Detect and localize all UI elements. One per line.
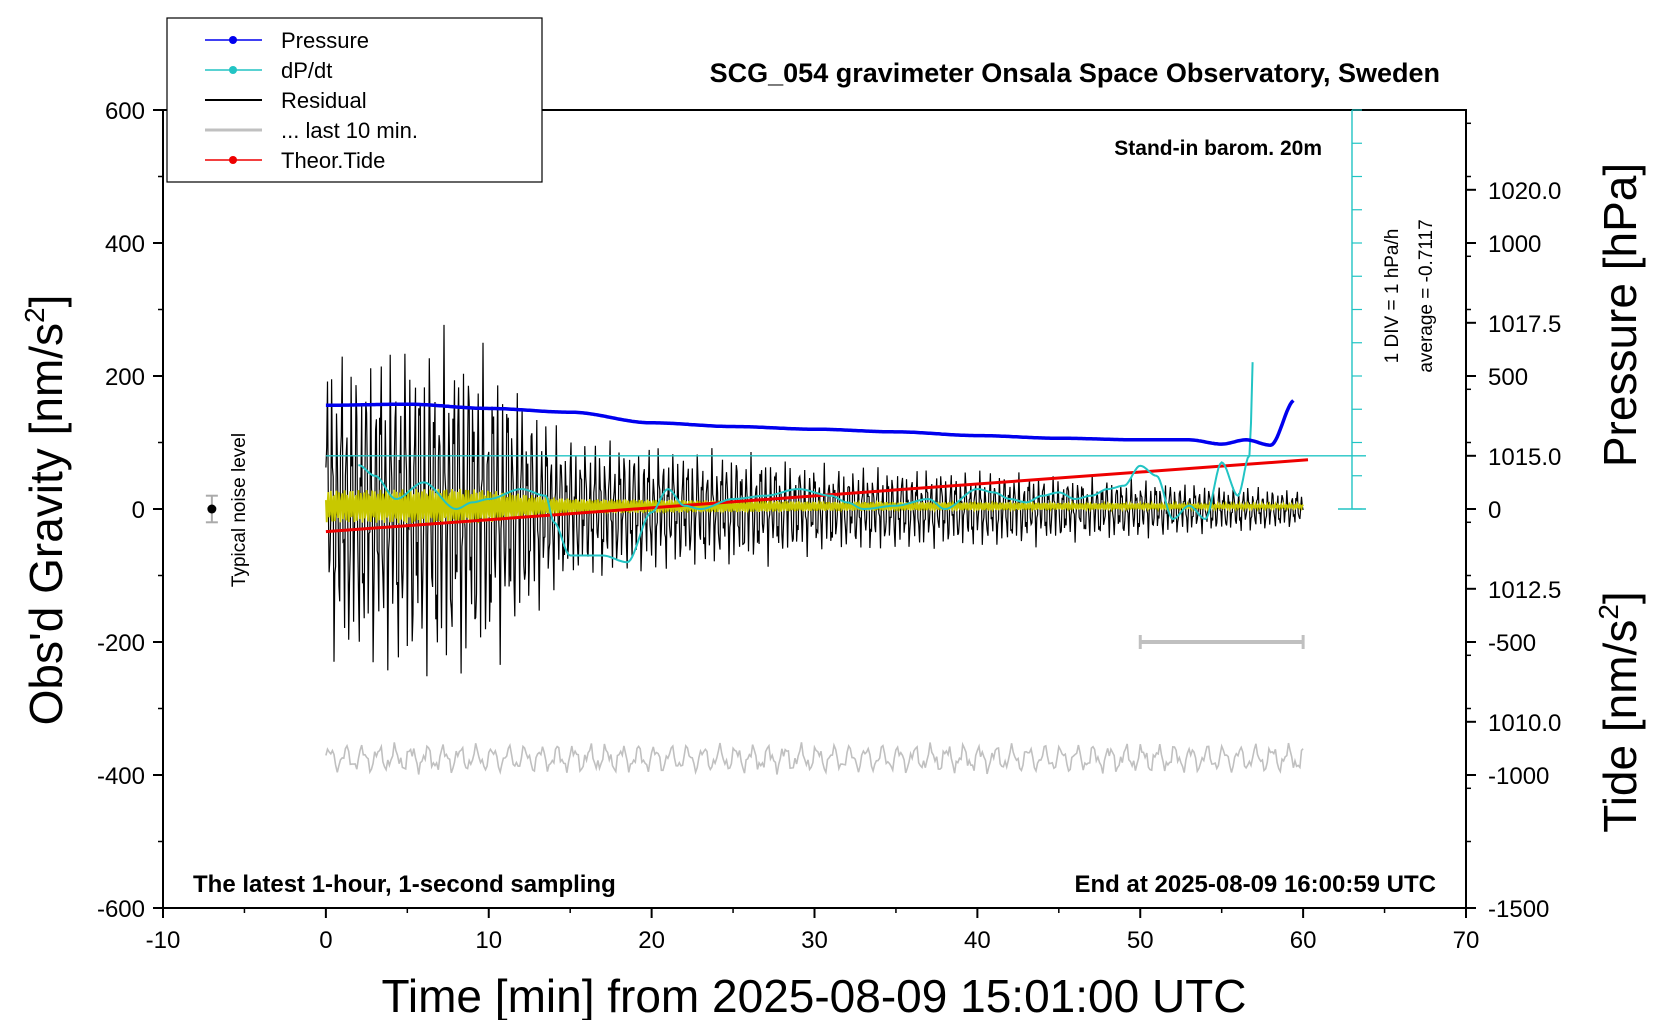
x-axis-label: Time [min] from 2025-08-09 15:01:00 UTC	[382, 970, 1247, 1020]
tide-tick-label: -1500	[1488, 896, 1549, 923]
y-axis-label-tide-text: Tide [nm/s	[1594, 620, 1646, 833]
legend-marker-tide	[229, 156, 237, 164]
legend-item-tide: Theor.Tide	[205, 148, 385, 173]
average-note: average = -0.7117	[1416, 219, 1437, 372]
tide-tick-label: -1000	[1488, 763, 1549, 790]
x-tick-label: 20	[638, 927, 665, 954]
tide-tick-label: 0	[1488, 497, 1501, 524]
x-tick-label: 40	[964, 927, 991, 954]
y-tick-label-left: 0	[132, 497, 145, 524]
pressure-tick-label: 1015.0	[1488, 444, 1561, 471]
legend-label-pressure: Pressure	[281, 28, 369, 53]
barometer-note: Stand-in barom. 20m	[1114, 137, 1322, 160]
x-tick-label: 10	[475, 927, 502, 954]
tide-tick-label: 1000	[1488, 231, 1541, 258]
y-tick-label-left: -600	[97, 896, 145, 923]
legend-label-tide: Theor.Tide	[281, 148, 385, 173]
last-10-min-trace	[325, 741, 1304, 776]
legend-marker-pressure	[229, 36, 237, 44]
div-note: 1 DIV = 1 hPa/h	[1382, 229, 1403, 364]
axis-ticks: -10 0 10 20 30 40 50 60 70 600 400 200 0 -200 -400 -600…	[97, 98, 1561, 954]
y-axis-label-left: Obs'd Gravity [nm/s2]	[19, 295, 72, 726]
tide-line	[325, 458, 1309, 534]
x-tick-label: 50	[1127, 927, 1154, 954]
legend-item-last10: ... last 10 min.	[205, 118, 418, 143]
tide-series	[325, 458, 1309, 534]
y-axis-label-tide: Tide [nm/s2]	[1593, 591, 1646, 832]
pressure-tick-label: 1010.0	[1488, 710, 1561, 737]
x-tick-label: 0	[319, 927, 332, 954]
pressure-tick-label: 1012.5	[1488, 577, 1561, 604]
legend-item-pressure: Pressure	[205, 28, 369, 53]
pressure-series	[325, 399, 1295, 447]
tide-tick-label: -500	[1488, 630, 1536, 657]
residual-smoothed-line	[325, 488, 1304, 524]
y-tick-label-left: 200	[105, 364, 145, 391]
dpdt-line	[358, 362, 1254, 564]
legend-item-dpdt: dP/dt	[205, 58, 332, 83]
y-tick-label-left: 600	[105, 98, 145, 125]
pressure-line	[325, 399, 1295, 447]
end-time-note: End at 2025-08-09 16:00:59 UTC	[1075, 871, 1437, 898]
residual-series	[325, 324, 1304, 677]
y-axis-label-left-text: Obs'd Gravity [nm/s	[20, 323, 72, 725]
noise-note: Typical noise level	[229, 433, 250, 587]
legend-label-dpdt: dP/dt	[281, 58, 332, 83]
legend-label-residual: Residual	[281, 88, 367, 113]
residual-line	[325, 324, 1304, 677]
y-axis-label-left-sup: 2	[19, 307, 50, 323]
dpdt-series	[358, 362, 1254, 564]
legend: Pressure dP/dt Residual ... last 10 min.…	[166, 17, 543, 183]
y-axis-label-left-end: ]	[20, 295, 72, 308]
noise-dot	[207, 504, 217, 514]
sampling-note: The latest 1-hour, 1-second sampling	[193, 871, 616, 898]
x-tick-label: 30	[801, 927, 828, 954]
last-10-min-series	[325, 635, 1305, 776]
y-axis-label-tide-sup: 2	[1593, 604, 1624, 620]
x-tick-label: 70	[1453, 927, 1480, 954]
y-axis-label-pressure: Pressure [hPa]	[1594, 163, 1646, 467]
noise-level-marker	[205, 494, 218, 524]
x-tick-label: -10	[146, 927, 181, 954]
pressure-tick-label: 1017.5	[1488, 311, 1561, 338]
legend-label-last10: ... last 10 min.	[281, 118, 418, 143]
pressure-tick-label: 1020.0	[1488, 178, 1561, 205]
y-tick-label-left: 400	[105, 231, 145, 258]
tide-tick-label: 500	[1488, 364, 1528, 391]
legend-marker-dpdt	[229, 66, 237, 74]
residual-smoothed-series	[325, 488, 1304, 524]
dpdt-scale	[325, 109, 1366, 510]
y-tick-label-left: -200	[97, 630, 145, 657]
x-tick-label: 60	[1290, 927, 1317, 954]
y-tick-label-left: -400	[97, 763, 145, 790]
legend-item-residual: Residual	[205, 88, 367, 113]
y-axis-label-tide-end: ]	[1594, 591, 1646, 604]
chart-title: SCG_054 gravimeter Onsala Space Observat…	[710, 58, 1440, 88]
